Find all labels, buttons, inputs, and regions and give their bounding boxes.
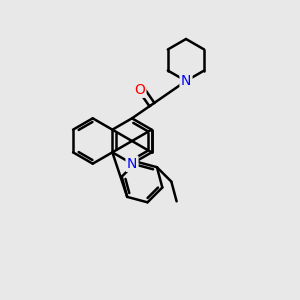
Text: O: O [134,82,145,97]
Text: N: N [181,74,191,88]
Text: N: N [127,157,137,171]
